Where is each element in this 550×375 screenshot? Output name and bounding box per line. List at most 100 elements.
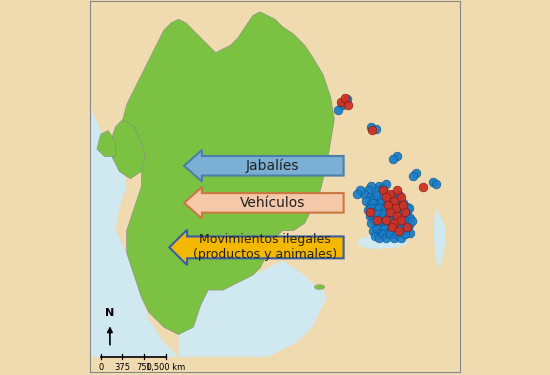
Polygon shape: [184, 150, 344, 182]
Point: [372, 226, 381, 232]
Point: [365, 209, 374, 215]
Point: [395, 226, 404, 232]
Text: 0: 0: [98, 363, 103, 372]
Point: [371, 187, 380, 193]
Point: [365, 202, 374, 208]
Point: [376, 196, 385, 202]
Point: [372, 192, 381, 198]
Point: [384, 196, 393, 202]
Text: Movimientos ilegales
(productos y animales): Movimientos ilegales (productos y animal…: [193, 233, 337, 261]
Point: [371, 233, 380, 239]
Point: [367, 220, 376, 226]
Polygon shape: [184, 187, 344, 219]
Point: [382, 235, 390, 241]
Polygon shape: [169, 230, 344, 265]
Point: [382, 194, 390, 200]
Point: [400, 218, 409, 224]
Text: Vehículos: Vehículos: [240, 196, 305, 210]
Point: [393, 231, 402, 237]
Polygon shape: [97, 130, 116, 156]
Point: [367, 124, 376, 130]
Point: [372, 217, 381, 223]
Point: [395, 192, 404, 198]
Point: [408, 218, 417, 224]
Point: [361, 198, 370, 204]
Point: [402, 224, 411, 230]
Point: [411, 170, 420, 176]
Point: [371, 209, 380, 215]
Point: [369, 215, 378, 221]
Point: [380, 226, 389, 232]
Text: Jabalíes: Jabalíes: [246, 159, 300, 173]
Point: [387, 192, 396, 198]
Point: [402, 204, 411, 210]
Point: [395, 211, 404, 217]
Point: [382, 182, 390, 188]
Point: [428, 180, 437, 186]
Point: [386, 231, 394, 237]
Polygon shape: [434, 209, 446, 268]
Point: [419, 184, 428, 190]
Point: [389, 198, 398, 204]
Point: [391, 200, 400, 206]
Point: [387, 211, 396, 217]
Text: 750: 750: [136, 363, 152, 372]
Point: [397, 217, 405, 223]
Polygon shape: [179, 260, 327, 357]
Point: [344, 102, 353, 108]
Point: [364, 207, 372, 213]
Point: [342, 96, 351, 102]
Point: [395, 204, 404, 210]
Point: [378, 185, 387, 191]
Point: [404, 206, 413, 212]
Point: [406, 230, 415, 236]
Point: [400, 209, 409, 215]
Polygon shape: [356, 234, 409, 249]
Point: [400, 209, 409, 215]
Point: [384, 200, 393, 206]
Point: [365, 194, 374, 200]
Point: [382, 206, 390, 212]
Point: [388, 156, 397, 162]
Point: [376, 200, 385, 206]
Ellipse shape: [314, 285, 324, 290]
Point: [375, 206, 383, 212]
Point: [382, 217, 390, 223]
Point: [372, 211, 381, 217]
Point: [399, 200, 408, 206]
Point: [391, 230, 400, 236]
Point: [340, 95, 349, 101]
Point: [391, 206, 400, 212]
Point: [369, 200, 378, 206]
Point: [378, 209, 387, 215]
Point: [337, 99, 345, 105]
Point: [352, 190, 361, 196]
Point: [337, 102, 346, 108]
Point: [409, 173, 417, 179]
Point: [406, 215, 415, 221]
Point: [393, 153, 402, 159]
Point: [432, 182, 441, 188]
Point: [375, 183, 383, 189]
Point: [369, 228, 378, 234]
Point: [399, 215, 408, 221]
Point: [402, 211, 411, 217]
Text: N: N: [105, 308, 114, 318]
Point: [378, 231, 387, 237]
Point: [391, 196, 400, 202]
Polygon shape: [123, 12, 334, 334]
Point: [372, 204, 381, 210]
Point: [384, 230, 393, 236]
Point: [364, 187, 372, 193]
Point: [389, 220, 398, 226]
Point: [393, 187, 402, 193]
Polygon shape: [90, 1, 179, 357]
Point: [369, 196, 378, 202]
Point: [382, 222, 390, 228]
Point: [397, 235, 405, 241]
Point: [371, 218, 380, 224]
Point: [393, 218, 402, 224]
Point: [384, 202, 393, 208]
Point: [376, 230, 385, 236]
Text: 375: 375: [114, 363, 130, 372]
